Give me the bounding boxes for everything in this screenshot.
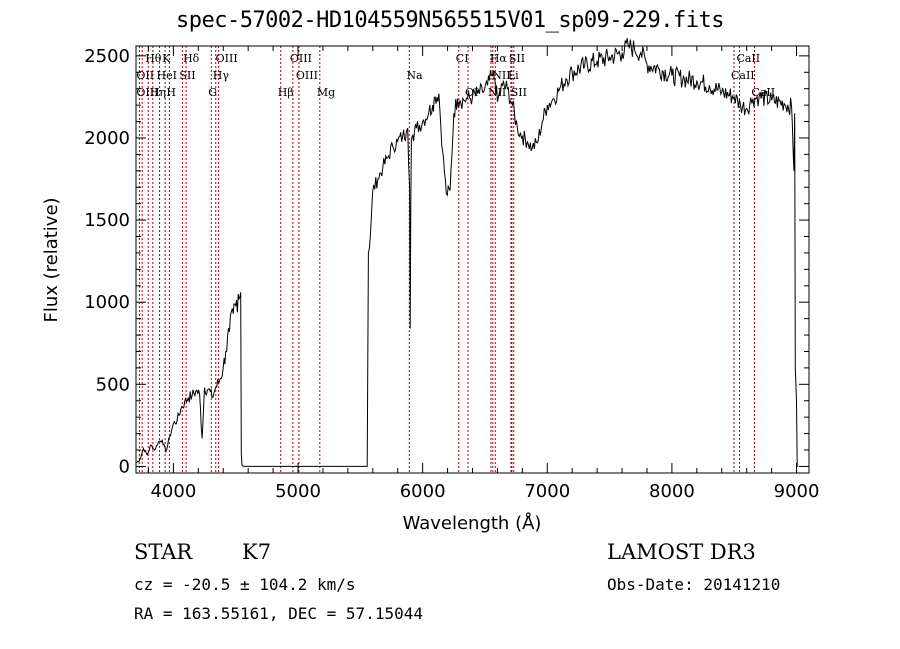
y-axis-label: Flux (relative) xyxy=(41,197,62,322)
series-group xyxy=(135,38,798,467)
y-tick-label: 1500 xyxy=(84,210,130,231)
spectral-line-label: Hθ xyxy=(145,52,162,65)
x-axis-label: Wavelength (Å) xyxy=(403,512,542,534)
spectral-line-label: G xyxy=(208,86,217,99)
spectral-line-label: Hγ xyxy=(213,69,230,82)
spectral-line-label: H xyxy=(166,86,176,99)
spectral-line-label: OIII xyxy=(136,86,158,99)
x-tick-label: 5000 xyxy=(275,481,321,502)
spectral-line-label: K xyxy=(162,52,171,65)
spectral-line-label: Hδ xyxy=(183,52,200,65)
chart-title: spec-57002-HD104559N565515V01_sp09-229.f… xyxy=(175,8,725,33)
y-tick-label: 500 xyxy=(96,374,130,395)
spectrum-line xyxy=(135,38,798,467)
spectral-line-label: SII xyxy=(179,69,195,82)
survey-name: LAMOST DR3 xyxy=(607,540,756,564)
x-tick-label: 9000 xyxy=(774,481,820,502)
spectral-line-label: CaII xyxy=(731,69,755,82)
x-tick-label: 4000 xyxy=(150,481,196,502)
spectral-line-label: HeI xyxy=(157,69,177,82)
spectral-line-label: NII xyxy=(492,69,510,82)
spectral-line-label: CaII xyxy=(736,52,760,65)
spectral-line-label: Mg xyxy=(317,86,335,99)
spectral-line-label: Hα xyxy=(490,52,508,65)
spectral-line-label: CI xyxy=(456,52,469,65)
y-axis: 0 500 1000 1500 2000 2500 xyxy=(84,46,809,477)
x-tick-label: 6000 xyxy=(400,481,446,502)
plot-frame xyxy=(135,45,810,474)
y-tick-label: 0 xyxy=(119,456,130,477)
x-axis: 4000 5000 6000 7000 8000 9000 xyxy=(147,46,820,502)
redshift-cz: cz = -20.5 ± 104.2 km/s xyxy=(134,575,356,594)
spectral-line-label: Na xyxy=(406,69,423,82)
spectral-line-label: SII xyxy=(511,86,527,99)
spectral-line-label: OIII xyxy=(296,69,318,82)
x-tick-label: 8000 xyxy=(649,481,695,502)
spectral-line-label: Hη xyxy=(150,86,166,99)
spectral-line-label: OIII xyxy=(290,52,312,65)
spectral-line-label: SII xyxy=(509,52,525,65)
coordinates: RA = 163.55161, DEC = 57.15044 xyxy=(134,604,423,623)
y-tick-label: 1000 xyxy=(84,292,130,313)
x-tick-label: 7000 xyxy=(524,481,570,502)
spectral-line-label: OII xyxy=(136,69,154,82)
y-tick-label: 2000 xyxy=(84,128,130,149)
object-class: STAR xyxy=(134,540,193,564)
y-tick-label: 2500 xyxy=(84,46,130,67)
spectral-line-label: OIII xyxy=(216,52,238,65)
object-subclass: K7 xyxy=(242,540,272,564)
spectral-line-label: Hβ xyxy=(278,86,294,99)
obs-date: Obs-Date: 20141210 xyxy=(607,575,781,594)
spectral-line-label: Li xyxy=(508,69,519,82)
marker-lines xyxy=(138,46,755,473)
